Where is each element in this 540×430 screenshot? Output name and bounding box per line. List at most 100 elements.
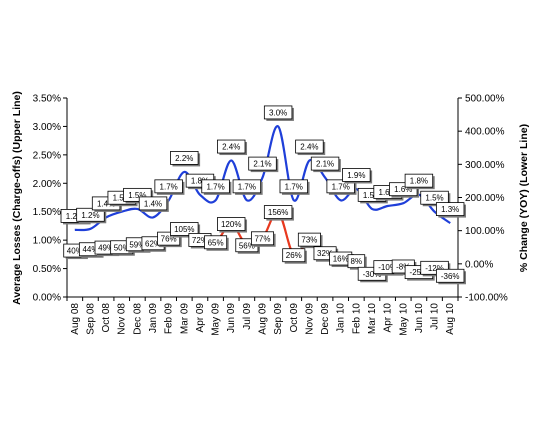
data-label-box bbox=[279, 179, 308, 194]
lower-data-label: 76% bbox=[157, 231, 182, 248]
data-label-text: 59% bbox=[129, 240, 145, 249]
upper-data-label: 1.4% bbox=[138, 196, 169, 212]
right-tick-label: 0.00% bbox=[465, 259, 493, 270]
left-tick-label: 2.00% bbox=[33, 179, 61, 190]
lower-data-label: 77% bbox=[250, 231, 276, 247]
upper-data-label: 2.2% bbox=[170, 151, 201, 167]
upper-data-label: 1.9% bbox=[342, 168, 373, 184]
data-label-text: 73% bbox=[301, 236, 317, 245]
data-label-text: 76% bbox=[161, 235, 177, 244]
data-label-text: 26% bbox=[286, 251, 302, 260]
data-label-text: 1.3% bbox=[441, 205, 459, 214]
data-label-text: -25% bbox=[410, 268, 429, 277]
data-label-text: 1.5% bbox=[113, 194, 131, 203]
data-label-text: 65% bbox=[208, 238, 224, 247]
data-label-box bbox=[248, 156, 277, 171]
data-label-text: 2.2% bbox=[175, 154, 193, 163]
left-tick-label: 1.50% bbox=[33, 207, 61, 218]
data-label-box bbox=[170, 222, 199, 236]
right-tick-label: 400.00% bbox=[465, 127, 505, 138]
left-tick-label: 0.00% bbox=[33, 293, 61, 304]
x-tick-label: Mar 09 bbox=[179, 303, 190, 335]
x-tick-label: Aug 09 bbox=[258, 303, 269, 335]
x-tick-label: May 10 bbox=[398, 303, 409, 336]
data-label-text: 56% bbox=[239, 241, 255, 250]
upper-data-label: 1.7% bbox=[232, 179, 263, 195]
x-tick-label: Nov 09 bbox=[304, 303, 315, 335]
right-tick-label: 300.00% bbox=[465, 160, 505, 171]
upper-data-label: 1.7% bbox=[326, 179, 357, 195]
left-axis-title: Average Losses (Charge-offs) (Upper Line… bbox=[11, 91, 23, 305]
lower-data-label: 73% bbox=[297, 232, 323, 249]
data-label-box bbox=[217, 139, 246, 154]
upper-data-label: 1.3% bbox=[435, 202, 466, 218]
lower-data-label: 120% bbox=[217, 217, 248, 233]
upper-data-label: 2.4% bbox=[295, 139, 326, 156]
lower-data-label: 26% bbox=[282, 248, 307, 264]
data-label-text: 156% bbox=[268, 208, 288, 217]
data-label-text: 1.7% bbox=[206, 182, 224, 191]
data-label-text: 77% bbox=[254, 234, 270, 243]
data-label-text: 1.4% bbox=[144, 199, 162, 208]
upper-data-label: 2.1% bbox=[248, 156, 279, 173]
data-label-text: 1.9% bbox=[347, 171, 365, 180]
data-label-text: 1.5% bbox=[363, 191, 381, 200]
left-tick-label: 0.50% bbox=[33, 264, 61, 275]
upper-data-label: 2.1% bbox=[310, 156, 341, 173]
upper-data-label: 1.7% bbox=[279, 179, 310, 195]
x-tick-label: Jun 09 bbox=[226, 303, 237, 333]
data-label-box bbox=[138, 196, 168, 211]
data-label-text: 1.8% bbox=[191, 177, 209, 186]
x-tick-label: Dec 08 bbox=[132, 303, 143, 335]
data-label-text: 1.7% bbox=[238, 182, 256, 191]
data-label-text: 1.6% bbox=[394, 185, 412, 194]
x-tick-label: Aug 08 bbox=[70, 303, 81, 335]
data-label-text: 3.0% bbox=[269, 108, 287, 117]
data-label-text: 1.7% bbox=[332, 182, 350, 191]
x-tick-label: Apr 09 bbox=[195, 303, 206, 333]
lower-data-label: 8% bbox=[347, 254, 367, 270]
x-tick-label: Sep 09 bbox=[273, 303, 284, 335]
data-label-text: 8% bbox=[351, 257, 363, 266]
data-label-box bbox=[282, 248, 306, 263]
x-tick-label: Oct 09 bbox=[289, 303, 300, 333]
data-label-box bbox=[420, 190, 449, 205]
data-label-text: 44% bbox=[82, 245, 98, 254]
x-tick-label: Jun 10 bbox=[414, 303, 425, 333]
x-tick-label: Mar 10 bbox=[367, 303, 378, 335]
data-label-box bbox=[297, 232, 321, 247]
x-tick-label: Apr 10 bbox=[383, 303, 394, 333]
data-label-text: 1.8% bbox=[410, 177, 428, 186]
data-label-text: 2.4% bbox=[300, 143, 318, 152]
left-tick-label: 1.00% bbox=[33, 236, 61, 247]
x-tick-label: Jul 09 bbox=[242, 303, 253, 330]
data-label-text: 50% bbox=[114, 243, 130, 252]
lower-data-label: -36% bbox=[435, 268, 466, 285]
data-label-text: -36% bbox=[441, 272, 460, 281]
upper-data-label: 2.4% bbox=[217, 139, 248, 156]
data-label-box bbox=[342, 168, 371, 182]
data-label-box bbox=[217, 217, 246, 231]
right-tick-label: 200.00% bbox=[465, 193, 505, 204]
data-label-box bbox=[347, 254, 366, 269]
lower-data-label: 65% bbox=[204, 235, 229, 251]
data-label-box bbox=[310, 156, 340, 171]
data-label-text: -8% bbox=[396, 262, 410, 271]
data-label-box bbox=[201, 179, 230, 194]
left-tick-label: 2.50% bbox=[33, 150, 61, 161]
upper-data-label: 1.8% bbox=[404, 173, 435, 190]
upper-data-label: 1.7% bbox=[154, 179, 185, 195]
data-label-text: 1.5% bbox=[425, 194, 443, 203]
x-tick-label: Jan 09 bbox=[148, 303, 159, 333]
x-tick-label: Nov 08 bbox=[117, 303, 128, 335]
data-label-text: 1.2% bbox=[66, 212, 84, 221]
data-label-text: 2.4% bbox=[222, 143, 240, 152]
data-label-box bbox=[232, 179, 262, 194]
data-label-text: 72% bbox=[192, 236, 208, 245]
right-tick-label: -100.00% bbox=[465, 293, 508, 304]
data-label-text: 16% bbox=[333, 255, 349, 264]
data-label-text: 1.2% bbox=[81, 211, 99, 220]
data-label-text: -30% bbox=[363, 270, 382, 279]
